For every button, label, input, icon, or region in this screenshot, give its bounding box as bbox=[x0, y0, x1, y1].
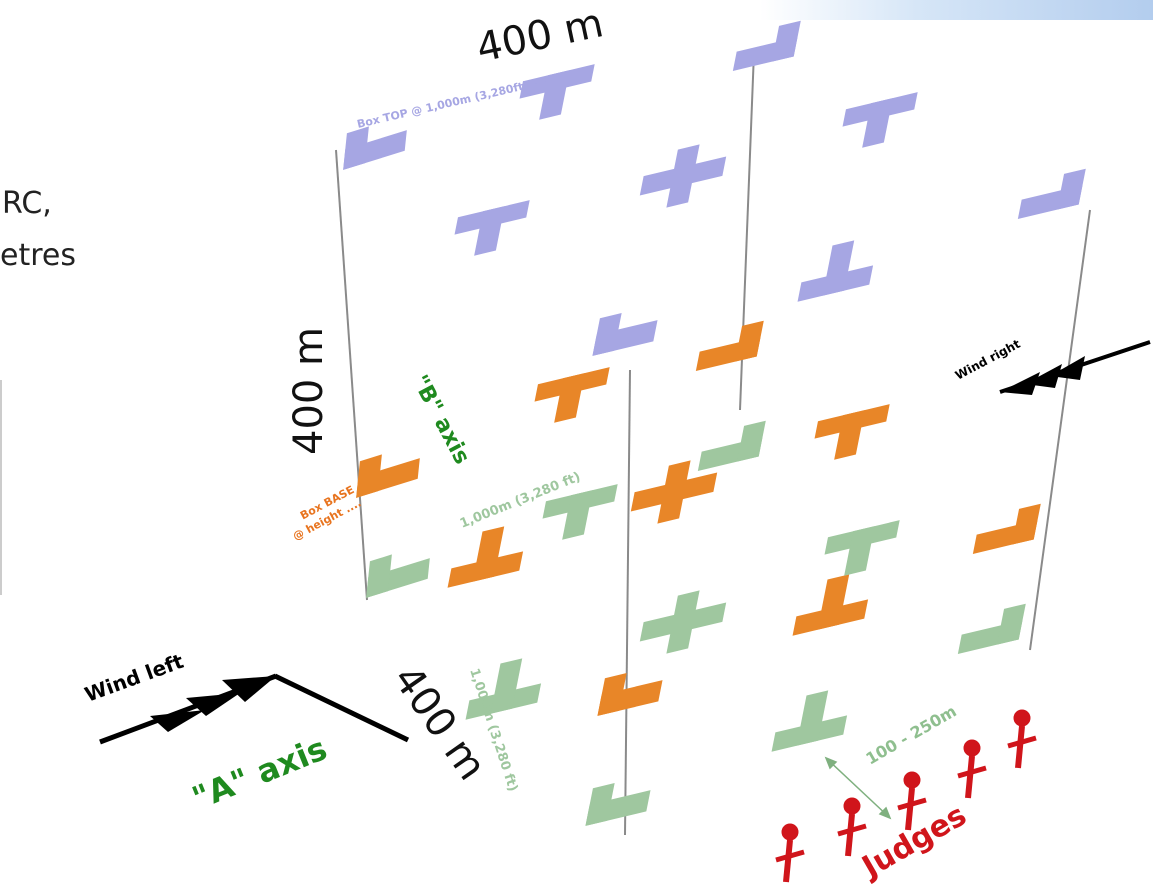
middle-marker-t-right-back bbox=[809, 404, 890, 466]
middle-marker-t-front bbox=[792, 568, 875, 636]
top-marker-t-right-back bbox=[837, 92, 918, 154]
middle-marker-t-left bbox=[447, 520, 530, 588]
top-marker-t-left bbox=[449, 200, 530, 262]
wind-left-label: Wind left bbox=[82, 649, 188, 707]
judges-arrow-line bbox=[825, 757, 891, 819]
bottom-marker-corner-left bbox=[366, 542, 432, 598]
wind-right-barb-2 bbox=[1025, 364, 1062, 388]
judge-figure-1 bbox=[775, 823, 805, 883]
top-marker-corner-front bbox=[592, 303, 661, 356]
middle-marker-corner-left bbox=[356, 442, 422, 498]
wind-left-shaft bbox=[99, 673, 277, 745]
wind-left-barb-2 bbox=[186, 693, 240, 716]
bottom-marker-corner-right bbox=[957, 603, 1026, 654]
a-axis-label: "A" axis bbox=[187, 729, 332, 817]
dimension-left-label: 400 m bbox=[286, 327, 332, 455]
top-marker-center-cross bbox=[635, 137, 731, 215]
top-markers bbox=[343, 20, 1086, 356]
top-marker-corner-right bbox=[1017, 168, 1086, 219]
dimension-top-label: 400 m bbox=[473, 0, 608, 72]
wind-left-symbol bbox=[99, 673, 410, 745]
middle-marker-corner-front bbox=[597, 663, 666, 716]
side-text-line-1: RC, bbox=[2, 186, 52, 221]
judges-arrow-head-top bbox=[824, 756, 838, 770]
judge-figure-3 bbox=[897, 771, 927, 831]
judges-distance-arrow bbox=[824, 756, 892, 820]
frame-front-edge bbox=[624, 369, 631, 836]
bottom-marker-corner-back bbox=[697, 420, 766, 471]
judge-figure-5 bbox=[1007, 709, 1037, 769]
frame-right-edge bbox=[1029, 209, 1091, 651]
judge-figure-4 bbox=[957, 739, 987, 799]
judges-label: Judges bbox=[855, 798, 973, 886]
frame-left-edge bbox=[335, 149, 368, 601]
box-top-label: Box TOP @ 1,000m (3,280ft) AGL bbox=[356, 72, 558, 131]
left-edge-mark bbox=[0, 380, 5, 595]
bottom-marker-t-front bbox=[771, 684, 854, 752]
side-text-line-2: etres bbox=[0, 238, 76, 273]
wind-right-symbol bbox=[999, 340, 1151, 395]
top-marker-corner-back bbox=[732, 20, 801, 71]
middle-marker-corner-right bbox=[972, 503, 1041, 554]
middle-marker-t-back bbox=[529, 367, 610, 429]
wind-right-barb-1 bbox=[1000, 372, 1040, 395]
b-axis-label: "B" axis bbox=[407, 371, 475, 468]
judges-distance-label: 100 - 250m bbox=[863, 701, 960, 768]
judges-arrow-head-bottom bbox=[878, 806, 892, 820]
middle-marker-corner-back bbox=[695, 320, 764, 371]
bottom-marker-corner-front bbox=[585, 773, 654, 826]
judges-figures bbox=[775, 709, 1037, 883]
header-gradient-bar bbox=[760, 0, 1153, 20]
bottom-marker-t-right-back bbox=[819, 520, 900, 582]
top-marker-t-front bbox=[797, 234, 880, 302]
bottom-marker-center-cross bbox=[635, 583, 731, 661]
wind-left-line bbox=[273, 673, 410, 743]
judge-figure-2 bbox=[837, 797, 867, 857]
wind-right-barb-3 bbox=[1050, 356, 1085, 380]
wind-right-label: Wind right bbox=[953, 337, 1023, 383]
